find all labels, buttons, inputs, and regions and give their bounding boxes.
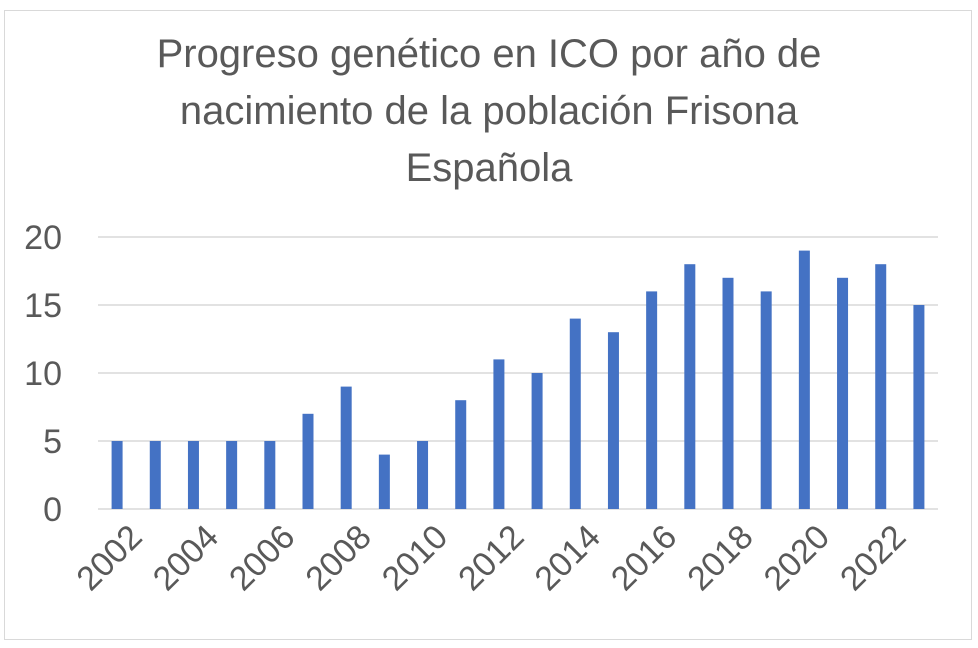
x-tick-label-2018: 2018 [680, 518, 760, 598]
y-tick-label-10: 10 [24, 355, 62, 393]
bar-2012 [493, 359, 505, 509]
bar-2021 [837, 277, 849, 509]
bar-2020 [798, 250, 810, 509]
bar-2005 [226, 441, 238, 509]
x-axis-ticks: 2002200420062008201020122014201620182020… [69, 518, 913, 598]
x-tick-label-2016: 2016 [604, 518, 684, 598]
y-tick-label-20: 20 [24, 219, 62, 257]
bar-2023 [913, 305, 925, 509]
y-tick-label-5: 5 [43, 423, 62, 461]
bars [111, 250, 925, 509]
x-tick-label-2022: 2022 [833, 518, 913, 598]
x-tick-label-2010: 2010 [375, 518, 455, 598]
bar-2014 [569, 318, 581, 509]
bar-2007 [302, 413, 314, 509]
bar-2017 [684, 264, 696, 509]
bar-2003 [149, 441, 161, 509]
bar-2006 [264, 441, 276, 509]
chart-title-line-2: nacimiento de la población Frisona [179, 89, 799, 133]
x-tick-label-2006: 2006 [222, 518, 302, 598]
chart-frame [4, 10, 972, 640]
bar-2015 [607, 332, 619, 509]
x-tick-label-2012: 2012 [451, 518, 531, 598]
bar-2004 [187, 441, 199, 509]
bar-2018 [722, 277, 734, 509]
chart-title-line-3: Española [405, 146, 573, 190]
y-axis-ticks: 0 5 10 15 20 [24, 219, 62, 529]
bar-2011 [455, 400, 467, 509]
gridlines [98, 236, 938, 510]
bar-2010 [417, 441, 429, 509]
x-tick-label-2002: 2002 [69, 518, 149, 598]
x-tick-label-2014: 2014 [528, 518, 608, 598]
bar-2016 [646, 291, 658, 509]
bar-2009 [378, 454, 390, 509]
x-tick-label-2020: 2020 [757, 518, 837, 598]
bar-2008 [340, 386, 352, 509]
bar-2022 [875, 264, 887, 509]
x-tick-label-2004: 2004 [146, 518, 226, 598]
bar-2002 [111, 441, 123, 509]
y-tick-label-15: 15 [24, 287, 62, 325]
chart-title: Progreso genético en ICO por año de naci… [0, 26, 978, 197]
chart-title-line-1: Progreso genético en ICO por año de [156, 32, 822, 76]
bar-2013 [531, 373, 543, 509]
y-tick-label-0: 0 [43, 491, 62, 529]
bar-2019 [760, 291, 772, 509]
x-tick-label-2008: 2008 [298, 518, 378, 598]
